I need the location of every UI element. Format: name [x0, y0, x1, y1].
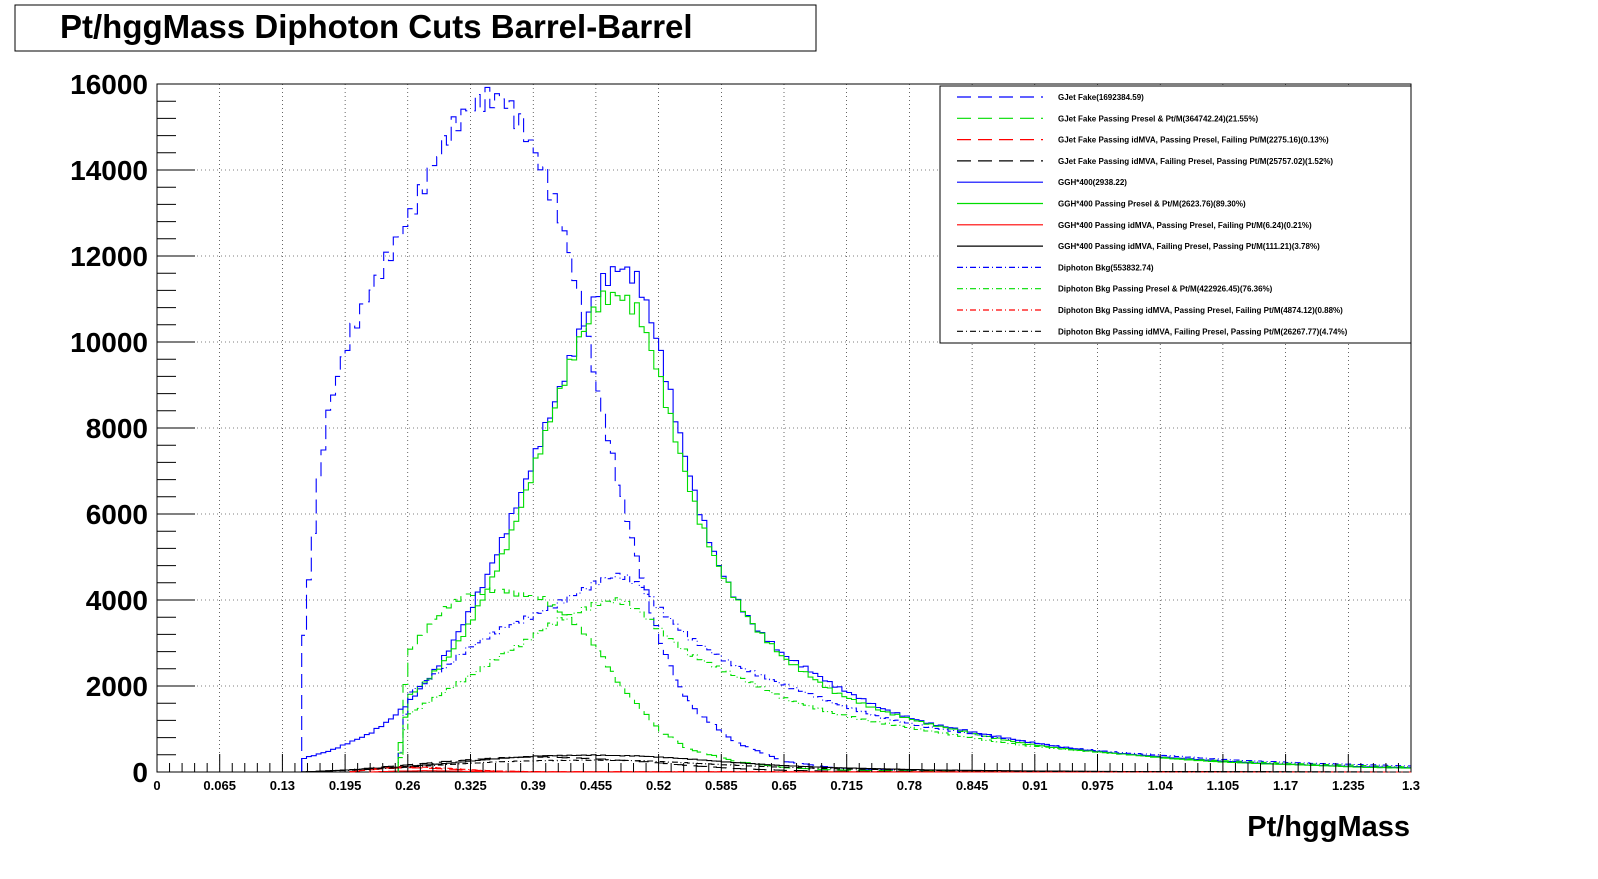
legend-entry: GJet Fake Passing Presel & Pt/M(364742.2… [1058, 114, 1258, 123]
x-tick-label: 0.585 [705, 778, 738, 793]
legend-entry: GJet Fake(1692384.59) [1058, 93, 1144, 102]
y-tick-label: 12000 [70, 241, 148, 272]
y-tick-label: 0 [132, 757, 148, 788]
x-tick-label: 0.715 [830, 778, 863, 793]
x-tick-label: 0 [153, 778, 160, 793]
legend-entry: GGH*400(2938.22) [1058, 178, 1127, 187]
x-tick-label: 0.845 [956, 778, 989, 793]
legend-entry: GGH*400 Passing idMVA, Passing Presel, F… [1058, 221, 1312, 230]
x-tick-label: 1.17 [1273, 778, 1298, 793]
x-tick-label: 0.26 [395, 778, 420, 793]
legend-entry: GJet Fake Passing idMVA, Failing Presel,… [1058, 157, 1333, 166]
series-line [397, 597, 1411, 772]
legend-entry: Diphoton Bkg(553832.74) [1058, 263, 1154, 272]
y-tick-label: 2000 [86, 671, 148, 702]
x-tick-label: 1.105 [1207, 778, 1240, 793]
y-tick-label: 6000 [86, 499, 148, 530]
series-line [349, 766, 1411, 773]
x-tick-label: 1.3 [1402, 778, 1420, 793]
y-tick-label: 10000 [70, 327, 148, 358]
legend-entry: GJet Fake Passing idMVA, Passing Presel,… [1058, 136, 1329, 145]
legend-entry: GGH*400 Passing idMVA, Failing Presel, P… [1058, 242, 1320, 251]
x-tick-label: 1.235 [1332, 778, 1365, 793]
x-tick-label: 0.13 [270, 778, 295, 793]
chart-title: Pt/hggMass Diphoton Cuts Barrel-Barrel [60, 8, 693, 45]
title-box: Pt/hggMass Diphoton Cuts Barrel-Barrel [14, 4, 817, 52]
x-tick-label: 1.04 [1148, 778, 1174, 793]
y-tick-label: 16000 [70, 69, 148, 100]
x-tick-label: 0.065 [203, 778, 236, 793]
x-tick-label: 0.325 [454, 778, 487, 793]
legend: GJet Fake(1692384.59) GJet Fake Passing P… [939, 85, 1412, 344]
y-tick-label: 14000 [70, 155, 148, 186]
y-tick-label: 8000 [86, 413, 148, 444]
series-line [301, 756, 1411, 773]
x-tick-label: 0.455 [580, 778, 613, 793]
y-tick-label: 4000 [86, 585, 148, 616]
axes: 0 0.065 0.13 0.195 0.26 0.325 0.39 0.455 0.52 0.5… [70, 69, 1420, 793]
x-tick-label: 0.78 [897, 778, 922, 793]
legend-entry: Diphoton Bkg Passing idMVA, Failing Pres… [1058, 327, 1348, 336]
x-axis-label: Pt/hggMass [1247, 811, 1410, 843]
x-tick-label: 0.975 [1081, 778, 1114, 793]
legend-entry: GGH*400 Passing Presel & Pt/M(2623.76)(8… [1058, 200, 1246, 209]
legend-box [939, 85, 1412, 344]
x-tick-label: 0.65 [771, 778, 796, 793]
x-tick-label: 0.91 [1022, 778, 1047, 793]
title-box-frame [14, 4, 817, 52]
legend-entry: Diphoton Bkg Passing idMVA, Passing Pres… [1058, 306, 1343, 315]
legend-entry: Diphoton Bkg Passing Presel & Pt/M(42292… [1058, 285, 1273, 294]
x-tick-label: 0.39 [521, 778, 546, 793]
x-tick-label: 0.195 [329, 778, 362, 793]
x-tick-label: 0.52 [646, 778, 671, 793]
